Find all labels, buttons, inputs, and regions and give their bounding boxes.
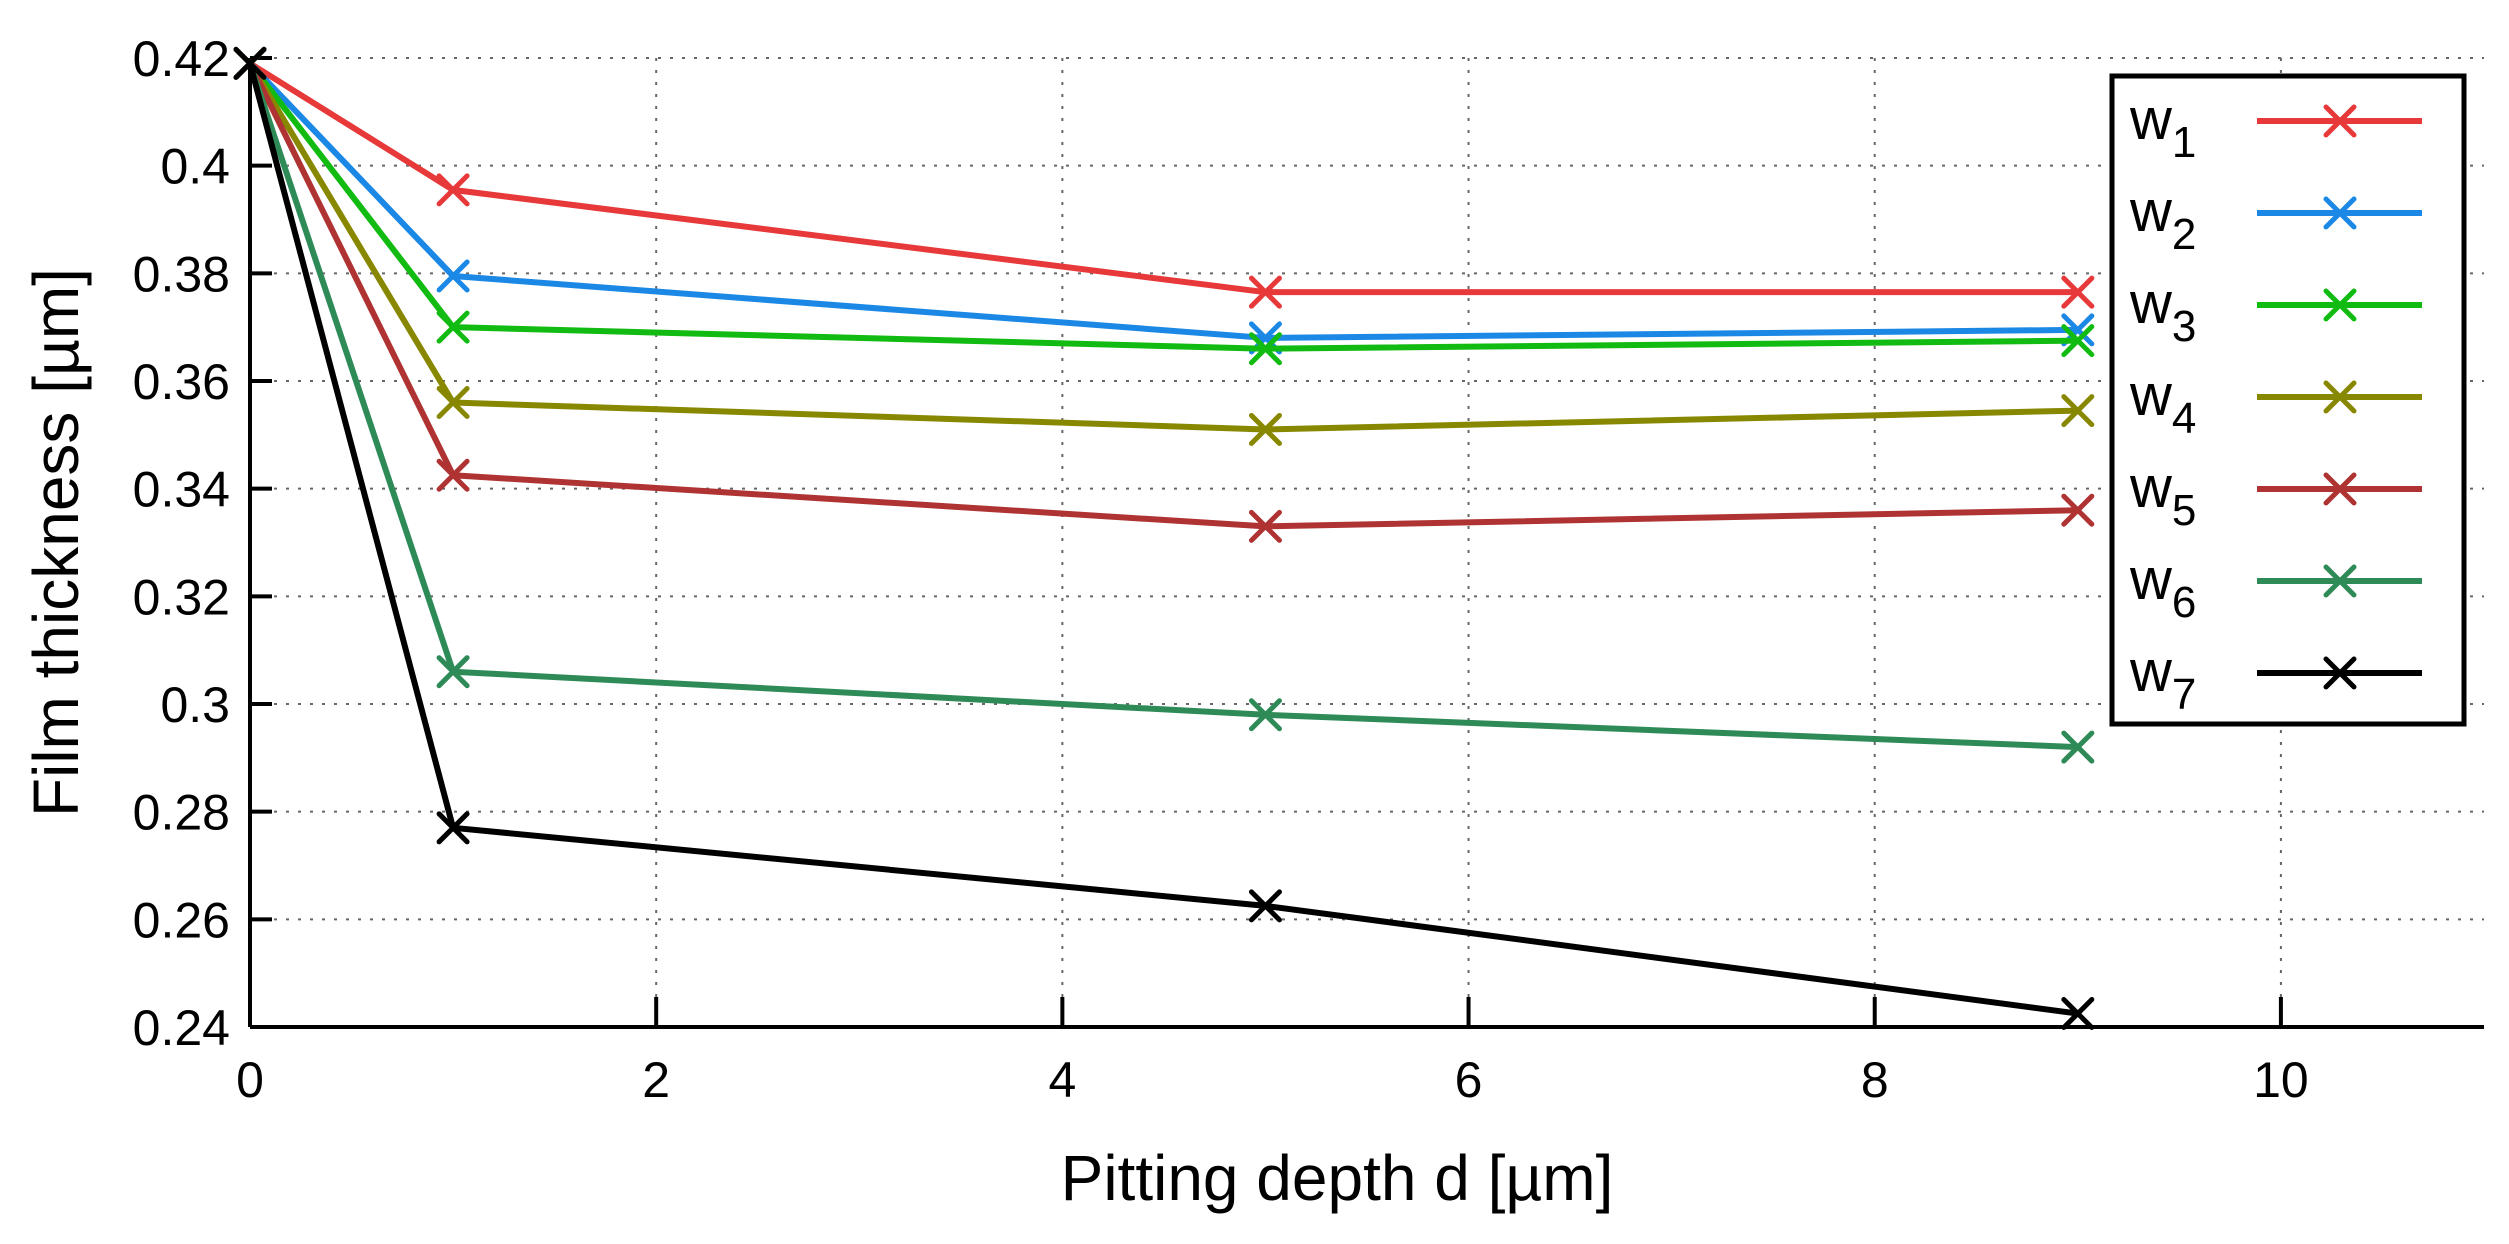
legend-label: w3 [2129, 271, 2196, 351]
legend-entry-w3: w3 [2129, 271, 2422, 351]
series-line-w5 [247, 62, 2078, 530]
legend-label: w5 [2129, 455, 2196, 535]
data-point-w7 [436, 811, 470, 845]
data-point-w3 [436, 310, 470, 344]
x-tick-label: 6 [1455, 1052, 1483, 1108]
y-tick-label: 0.32 [133, 569, 230, 625]
data-point-w4 [436, 386, 470, 420]
legend-marker-w5 [2323, 472, 2357, 506]
y-tick-label: 0.24 [133, 1000, 230, 1056]
y-tick-label: 0.26 [133, 892, 230, 948]
legend-entry-w2: w2 [2129, 179, 2422, 259]
tick-label-layer: 0.42 0.4 0.38 0.36 0.34 0.32 0.3 0.28 0.26 0.240 2… [133, 31, 2309, 1108]
legend-marker-w3 [2323, 288, 2357, 322]
series-line-w6 [247, 62, 2078, 751]
legend: w1 w2 w3 w4 w5 w6 w7 [2109, 73, 2467, 727]
data-point-w3 [2061, 324, 2095, 358]
legend-entry-w4: w4 [2129, 363, 2422, 443]
legend-label: w6 [2129, 547, 2196, 627]
data-point-w1 [1248, 275, 1282, 309]
legend-label: w2 [2129, 179, 2196, 259]
legend-entry-w6: w6 [2129, 547, 2422, 627]
x-tick-label: 10 [2253, 1052, 2309, 1108]
data-point-w5 [436, 458, 470, 492]
y-axis-label: Film thickness [µm] [20, 268, 92, 817]
x-tick-label: 2 [642, 1052, 670, 1108]
legend-marker-w7 [2323, 656, 2357, 690]
data-point-w6 [1248, 698, 1282, 732]
y-tick-label: 0.38 [133, 246, 230, 302]
data-point-w7 [233, 46, 267, 80]
series-line-w3 [247, 61, 2078, 352]
data-point-w6 [2061, 730, 2095, 764]
y-tick-label: 0.42 [133, 31, 230, 87]
x-tick-label: 0 [236, 1052, 264, 1108]
legend-entry-w1: w1 [2129, 87, 2422, 167]
y-tick-label: 0.34 [133, 462, 230, 518]
series-line-w1 [248, 60, 2078, 296]
x-axis-label: Pitting depth d [µm] [1061, 1142, 1614, 1214]
y-tick-label: 0.3 [160, 677, 230, 733]
data-point-w5 [2061, 493, 2095, 527]
x-tick-label: 8 [1861, 1052, 1889, 1108]
series-line-w7 [247, 62, 2079, 1017]
series-line-w4 [247, 61, 2078, 433]
legend-marker-w2 [2323, 196, 2357, 230]
data-point-w7 [2061, 997, 2095, 1031]
data-point-w3 [1248, 332, 1282, 366]
data-point-w6 [436, 655, 470, 689]
data-point-w7 [1248, 889, 1282, 923]
axes-layer [248, 56, 2484, 1029]
legend-label: w1 [2129, 87, 2196, 167]
legend-marker-w1 [2323, 104, 2357, 138]
data-point-w1 [436, 173, 470, 207]
legend-label: w7 [2129, 639, 2196, 719]
legend-marker-w6 [2323, 564, 2357, 598]
y-tick-label: 0.4 [160, 139, 230, 195]
series-layer [233, 46, 2095, 1031]
series-line-w2 [247, 61, 2078, 341]
y-tick-label: 0.36 [133, 354, 230, 410]
legend-label: w4 [2129, 363, 2196, 443]
y-tick-label: 0.28 [133, 785, 230, 841]
data-point-w5 [1248, 509, 1282, 543]
data-point-w4 [1248, 412, 1282, 446]
data-point-w4 [2061, 394, 2095, 428]
x-tick-label: 4 [1048, 1052, 1076, 1108]
data-point-w2 [436, 259, 470, 293]
legend-entry-w7: w7 [2129, 639, 2422, 719]
legend-entry-w5: w5 [2129, 455, 2422, 535]
legend-marker-w4 [2323, 380, 2357, 414]
data-point-w1 [2061, 275, 2095, 309]
